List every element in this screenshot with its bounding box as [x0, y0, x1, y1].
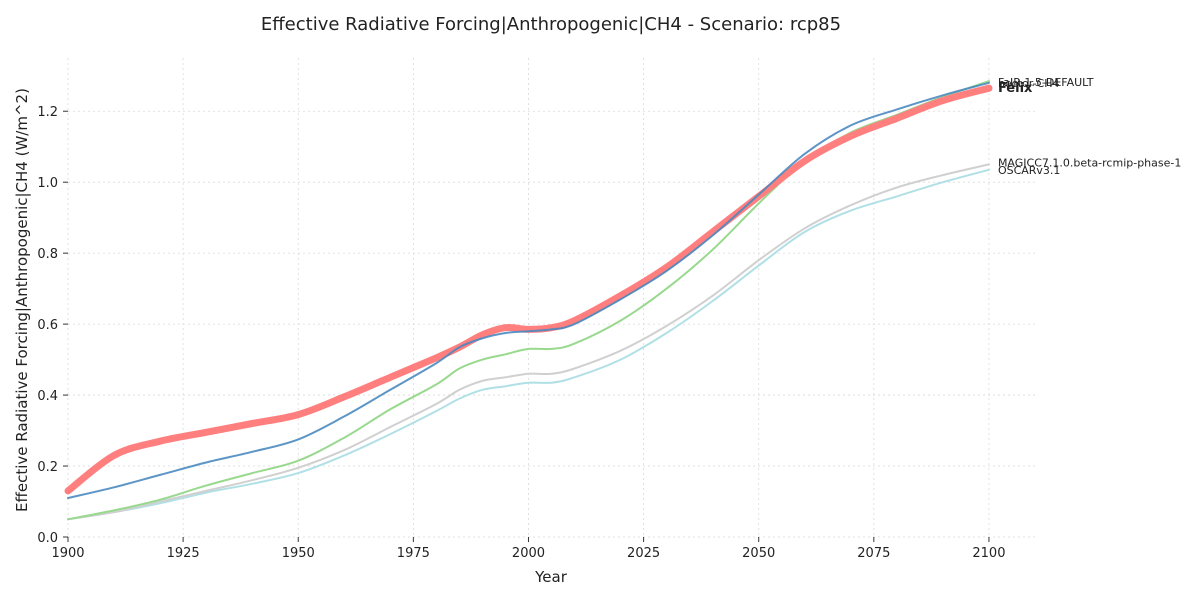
grid-layer	[67, 58, 1035, 538]
x-tick-label: 1925	[167, 546, 200, 561]
end-label-magicc7-1-0-beta-rcmip-phase-1: MAGICC7.1.0.beta-rcmip-phase-1	[998, 156, 1181, 169]
end-label-hector-ch4: hector-CH4	[998, 77, 1060, 90]
chart-title: Effective Radiative Forcing|Anthropogeni…	[261, 14, 841, 35]
y-axis-label: Effective Radiative Forcing|Anthropogeni…	[13, 88, 31, 512]
y-tick-label: 0.2	[37, 460, 58, 475]
series-layer	[64, 80, 993, 521]
x-tick-label: 1975	[397, 546, 430, 561]
tick-layer: 1900 1925 1950 1975 2000 2025 2050 2075 2100 0.0 0…	[37, 105, 1005, 561]
y-tick-label: 0.0	[37, 531, 58, 546]
series-line-magicc7-1-0-beta-rcmip-phase-1	[67, 163, 990, 521]
x-tick-label: 1950	[282, 546, 315, 561]
y-tick-label: 1.0	[37, 176, 58, 191]
y-tick-label: 1.2	[37, 105, 58, 120]
x-tick-label: 2000	[512, 546, 545, 561]
x-tick-label: 2100	[972, 546, 1005, 561]
series-line-fair-1-5-default	[67, 81, 990, 499]
series-line-oscarv3-1	[67, 168, 990, 521]
x-axis-label: Year	[534, 568, 568, 586]
end-label-felix: Felix	[998, 81, 1033, 96]
x-tick-label: 2050	[742, 546, 775, 561]
end-label-oscarv3-1: OSCARv3.1	[998, 164, 1061, 177]
series-line-felix	[64, 84, 993, 495]
y-tick-label: 0.6	[37, 318, 58, 333]
end-label-fair-1-5-default: FaIR-1.5-DEFAULT	[998, 76, 1094, 89]
y-tick-label: 0.8	[37, 247, 58, 262]
x-tick-label: 1900	[51, 546, 84, 561]
x-tick-label: 2075	[857, 546, 890, 561]
x-tick-label: 2025	[627, 546, 660, 561]
y-tick-label: 0.4	[37, 389, 58, 404]
